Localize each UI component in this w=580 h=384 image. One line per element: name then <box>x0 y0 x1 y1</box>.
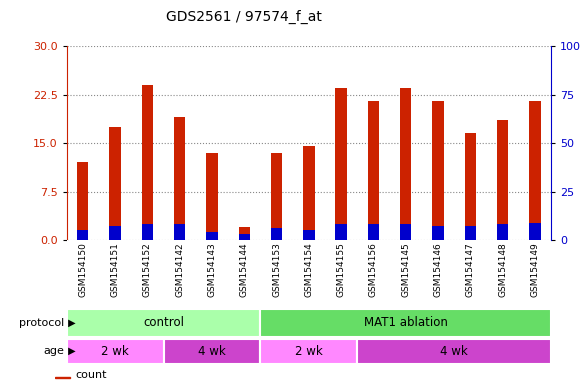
Bar <box>303 146 314 240</box>
Text: 4 wk: 4 wk <box>198 345 226 358</box>
Bar <box>110 227 121 240</box>
Text: protocol: protocol <box>19 318 64 328</box>
Bar <box>497 225 508 240</box>
Text: 2 wk: 2 wk <box>295 345 322 358</box>
Bar <box>67 309 260 337</box>
Bar <box>142 225 153 240</box>
Bar <box>238 234 250 240</box>
Bar <box>529 223 541 240</box>
Text: GSM154155: GSM154155 <box>336 242 346 297</box>
Bar <box>432 101 444 240</box>
Bar <box>303 230 314 240</box>
Text: GSM154147: GSM154147 <box>466 242 475 297</box>
Bar <box>368 225 379 240</box>
Bar <box>174 225 186 240</box>
Text: GSM154145: GSM154145 <box>401 242 410 297</box>
Text: GSM154143: GSM154143 <box>208 242 216 297</box>
Text: GDS2561 / 97574_f_at: GDS2561 / 97574_f_at <box>166 10 321 24</box>
Bar <box>335 88 347 240</box>
Bar <box>206 153 218 240</box>
Bar <box>55 377 70 379</box>
Text: control: control <box>143 316 184 329</box>
Text: MAT1 ablation: MAT1 ablation <box>364 316 448 329</box>
Bar <box>238 227 250 240</box>
Text: GSM154150: GSM154150 <box>78 242 88 297</box>
Text: 4 wk: 4 wk <box>440 345 468 358</box>
Bar <box>271 228 282 240</box>
Text: age: age <box>43 346 64 356</box>
Bar <box>497 121 508 240</box>
Bar <box>271 153 282 240</box>
Bar <box>335 225 347 240</box>
Bar <box>400 88 411 240</box>
Text: ▶: ▶ <box>65 318 75 328</box>
Bar <box>164 339 260 364</box>
Text: GSM154153: GSM154153 <box>272 242 281 297</box>
Text: GSM154148: GSM154148 <box>498 242 507 297</box>
Text: GSM154152: GSM154152 <box>143 242 152 297</box>
Bar <box>260 339 357 364</box>
Bar <box>357 339 551 364</box>
Bar <box>174 117 186 240</box>
Bar <box>260 309 551 337</box>
Bar <box>465 133 476 240</box>
Text: GSM154144: GSM154144 <box>240 242 249 297</box>
Text: GSM154146: GSM154146 <box>433 242 443 297</box>
Bar <box>206 232 218 240</box>
Text: GSM154151: GSM154151 <box>111 242 119 297</box>
Bar <box>529 101 541 240</box>
Text: ▶: ▶ <box>65 346 75 356</box>
Bar <box>400 225 411 240</box>
Text: count: count <box>75 370 107 380</box>
Text: GSM154154: GSM154154 <box>304 242 313 297</box>
Text: GSM154142: GSM154142 <box>175 242 184 297</box>
Bar <box>77 230 89 240</box>
Bar <box>432 227 444 240</box>
Text: GSM154149: GSM154149 <box>530 242 539 297</box>
Bar <box>465 227 476 240</box>
Text: 2 wk: 2 wk <box>102 345 129 358</box>
Bar <box>142 85 153 240</box>
Bar <box>77 162 89 240</box>
Bar <box>67 339 164 364</box>
Bar <box>110 127 121 240</box>
Bar <box>368 101 379 240</box>
Text: GSM154156: GSM154156 <box>369 242 378 297</box>
